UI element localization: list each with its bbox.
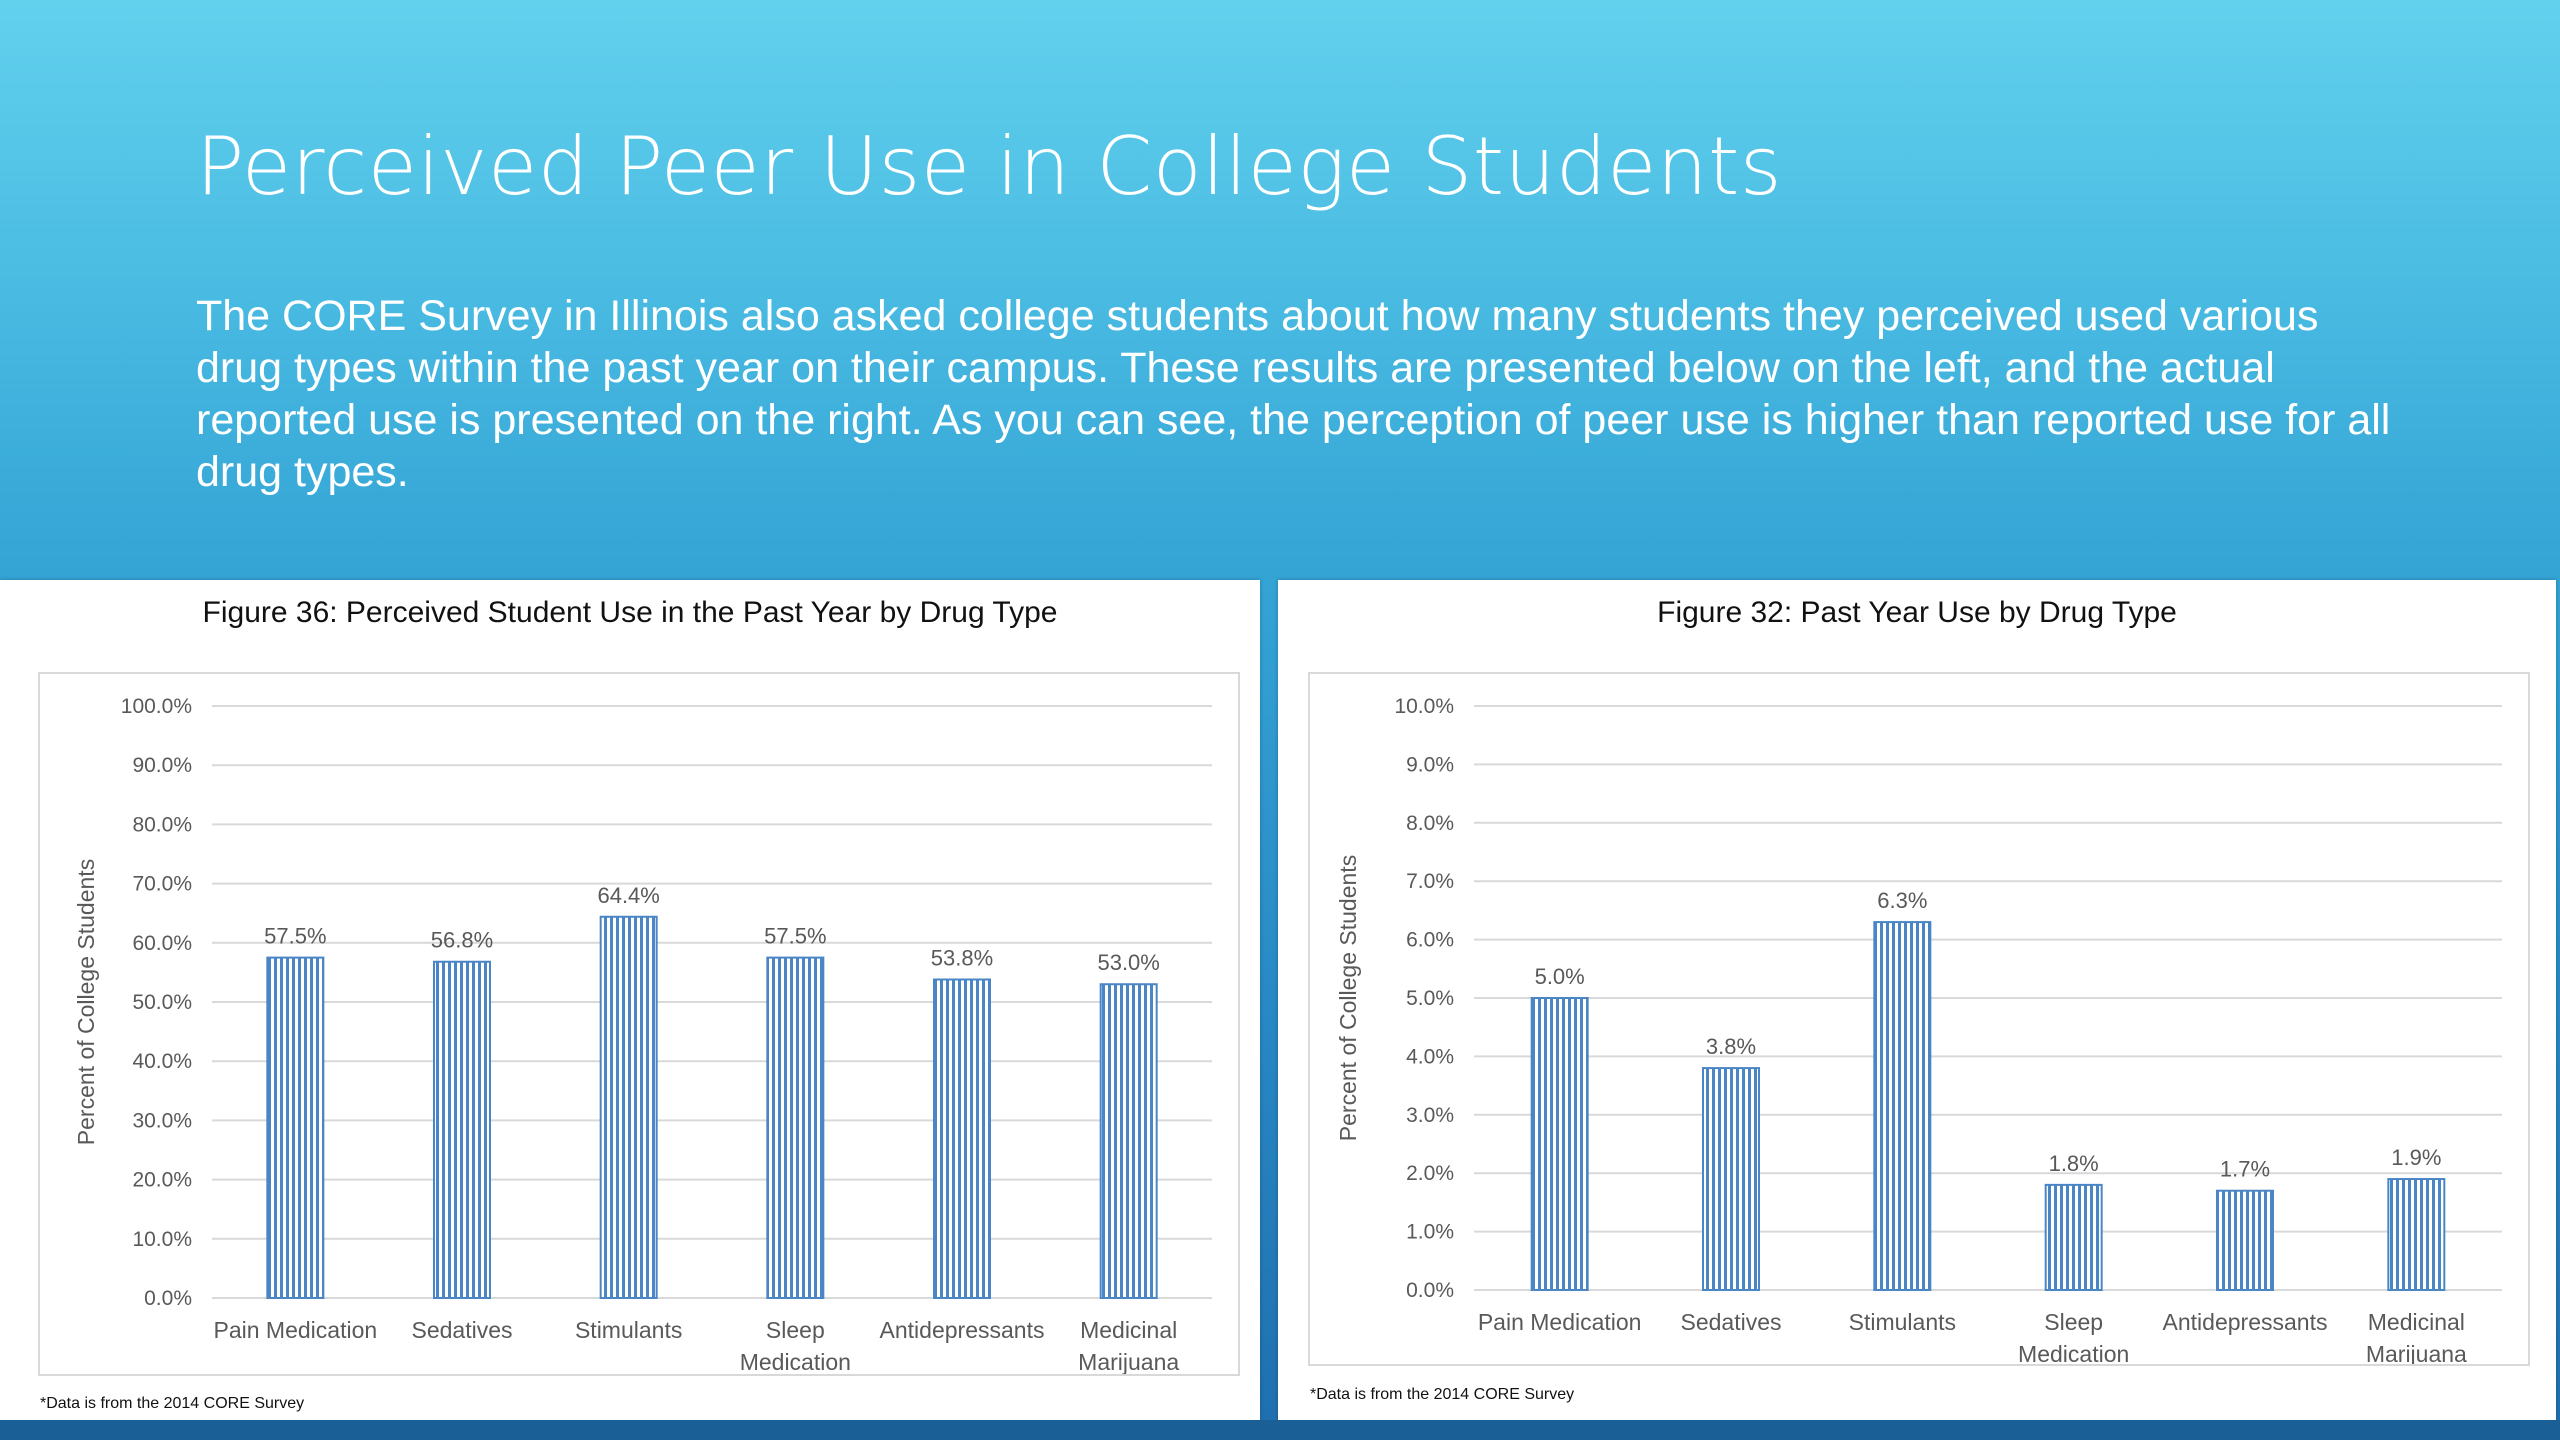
y-tick-label: 30.0% <box>132 1109 192 1132</box>
y-tick-label: 6.0% <box>1406 929 1454 952</box>
bar <box>599 915 658 1299</box>
y-tick-label: 7.0% <box>1406 870 1454 893</box>
y-tick-label: 8.0% <box>1406 812 1454 835</box>
x-category-label: Medicinal Marijuana <box>1078 1317 1179 1374</box>
y-tick-label: 100.0% <box>121 695 192 718</box>
bar <box>2044 1183 2103 1292</box>
slide-title: Perceived Peer Use in College Students <box>196 120 1783 213</box>
y-tick-label: 4.0% <box>1406 1045 1454 1068</box>
y-tick-label: 10.0% <box>132 1228 192 1251</box>
bar <box>766 956 825 1299</box>
y-tick-label: 2.0% <box>1406 1162 1454 1185</box>
y-tick-label: 9.0% <box>1406 753 1454 776</box>
bar <box>1530 997 1589 1291</box>
data-label: 56.8% <box>431 928 493 953</box>
x-category-label: Stimulants <box>1849 1309 1956 1335</box>
data-label: 57.5% <box>264 924 326 949</box>
bar <box>1873 921 1932 1292</box>
bar <box>933 978 991 1299</box>
bar <box>433 960 491 1299</box>
y-axis-label: Percent of College Students <box>1335 855 1361 1141</box>
figure-title: Figure 32: Past Year Use by Drug Type <box>1657 596 2177 629</box>
y-axis-label: Percent of College Students <box>73 859 99 1145</box>
bar <box>1702 1067 1760 1291</box>
x-category-label: Antidepressants <box>2163 1309 2328 1335</box>
data-label: 1.8% <box>2049 1151 2099 1176</box>
data-label: 53.8% <box>931 946 993 971</box>
x-category-label: Stimulants <box>575 1317 682 1343</box>
data-label: 5.0% <box>1535 964 1585 989</box>
chart-frame: 0.0% 1.0% 2.0% 3.0% 4.0% 5.0% 6.0% 7.0% 8.0% 9.0%… <box>1308 672 2530 1366</box>
data-label: 57.5% <box>764 924 826 949</box>
x-category-label: Antidepressants <box>880 1317 1045 1343</box>
y-tick-label: 40.0% <box>132 1050 192 1073</box>
bar <box>2387 1178 2446 1292</box>
bar-chart-perceived-use: 0.0% 10.0% 20.0% 30.0% 40.0% 50.0% 60.0% 70.0% 8… <box>73 695 1212 1374</box>
x-category-label: Pain Medication <box>214 1317 378 1343</box>
bar <box>2216 1189 2274 1291</box>
data-label: 53.0% <box>1097 950 1159 975</box>
data-label: 6.3% <box>1877 888 1927 913</box>
figure-panel-actual-use: Figure 32: Past Year Use by Drug Type 0.… <box>1278 580 2556 1420</box>
y-tick-label: 1.0% <box>1406 1221 1454 1244</box>
x-category-label: Sedatives <box>411 1317 512 1343</box>
figure-title: Figure 36: Perceived Student Use in the … <box>202 596 1058 629</box>
y-tick-label: 0.0% <box>1406 1279 1454 1302</box>
bar-chart-actual-use: 0.0% 1.0% 2.0% 3.0% 4.0% 5.0% 6.0% 7.0% 8.0% 9.0%… <box>1335 695 2502 1364</box>
bar <box>266 956 325 1299</box>
bar <box>1099 983 1158 1299</box>
y-tick-label: 60.0% <box>132 932 192 955</box>
figure-footnote: *Data is from the 2014 CORE Survey <box>1310 1386 1575 1403</box>
figure-panel-perceived-use: Figure 36: Perceived Student Use in the … <box>0 580 1260 1420</box>
x-category-label: Pain Medication <box>1478 1309 1642 1335</box>
data-label: 1.9% <box>2391 1145 2441 1170</box>
y-tick-label: 90.0% <box>132 754 192 777</box>
slide-body-text: The CORE Survey in Illinois also asked c… <box>196 292 2391 496</box>
y-tick-label: 5.0% <box>1406 987 1454 1010</box>
x-category-label: Sleep Medication <box>2018 1309 2129 1364</box>
figure-footnote: *Data is from the 2014 CORE Survey <box>40 1395 305 1412</box>
y-tick-label: 10.0% <box>1394 695 1454 718</box>
data-label: 1.7% <box>2220 1157 2270 1182</box>
y-tick-label: 50.0% <box>132 991 192 1014</box>
x-category-label: Sleep Medication <box>740 1317 851 1374</box>
y-tick-label: 80.0% <box>132 813 192 836</box>
y-tick-label: 70.0% <box>132 873 192 896</box>
y-tick-label: 3.0% <box>1406 1104 1454 1127</box>
bottom-bar <box>0 1420 2560 1440</box>
y-tick-label: 0.0% <box>144 1287 192 1310</box>
x-category-label: Sedatives <box>1680 1309 1781 1335</box>
y-tick-label: 20.0% <box>132 1169 192 1192</box>
chart-frame: 0.0% 10.0% 20.0% 30.0% 40.0% 50.0% 60.0% 70.0% 8… <box>38 672 1240 1376</box>
data-label: 3.8% <box>1706 1034 1756 1059</box>
data-label: 64.4% <box>597 883 659 908</box>
x-category-label: Medicinal Marijuana <box>2366 1309 2467 1364</box>
